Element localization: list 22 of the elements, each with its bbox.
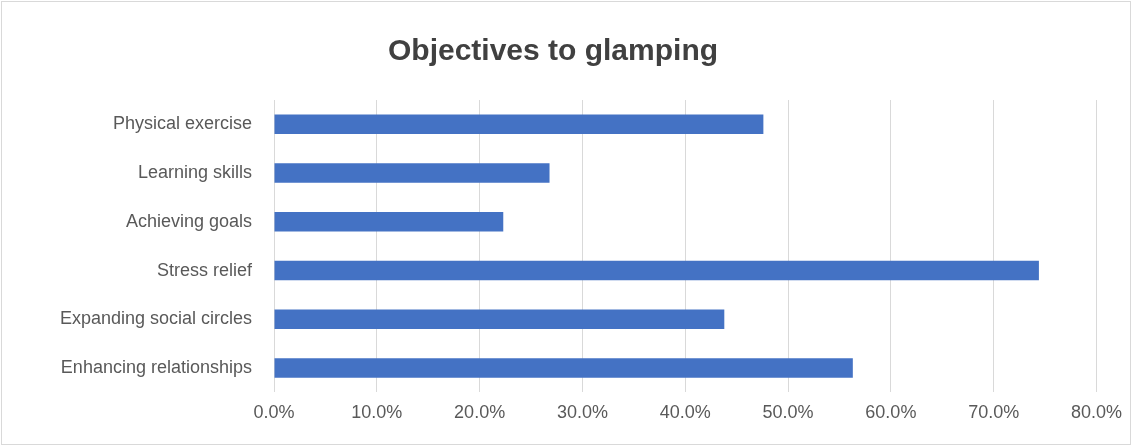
y-tick-label: Physical exercise <box>112 113 252 134</box>
chart-title: Objectives to glamping <box>387 33 719 67</box>
x-tick-label: 40.0% <box>659 402 711 423</box>
y-tick-label: Expanding social circles <box>59 308 252 329</box>
bar <box>274 163 550 183</box>
x-tick-label: 10.0% <box>351 402 403 423</box>
x-tick-label: 70.0% <box>968 402 1020 423</box>
y-tick-label: Stress relief <box>156 259 253 280</box>
bar <box>274 212 504 232</box>
x-tick-label: 80.0% <box>1070 402 1122 423</box>
bar <box>274 260 1039 281</box>
bar <box>274 358 853 378</box>
y-tick-label: Achieving goals <box>125 210 252 231</box>
bar <box>274 309 725 330</box>
x-tick-label: 50.0% <box>762 402 814 423</box>
x-tick-label: 60.0% <box>865 402 917 423</box>
bar <box>274 114 764 135</box>
x-tick-label: 30.0% <box>556 402 608 423</box>
x-tick-label: 20.0% <box>454 402 506 423</box>
y-tick-label: Enhancing relationships <box>60 357 252 377</box>
x-tick-label: 0.0% <box>253 402 295 423</box>
y-tick-label: Learning skills <box>137 162 252 183</box>
